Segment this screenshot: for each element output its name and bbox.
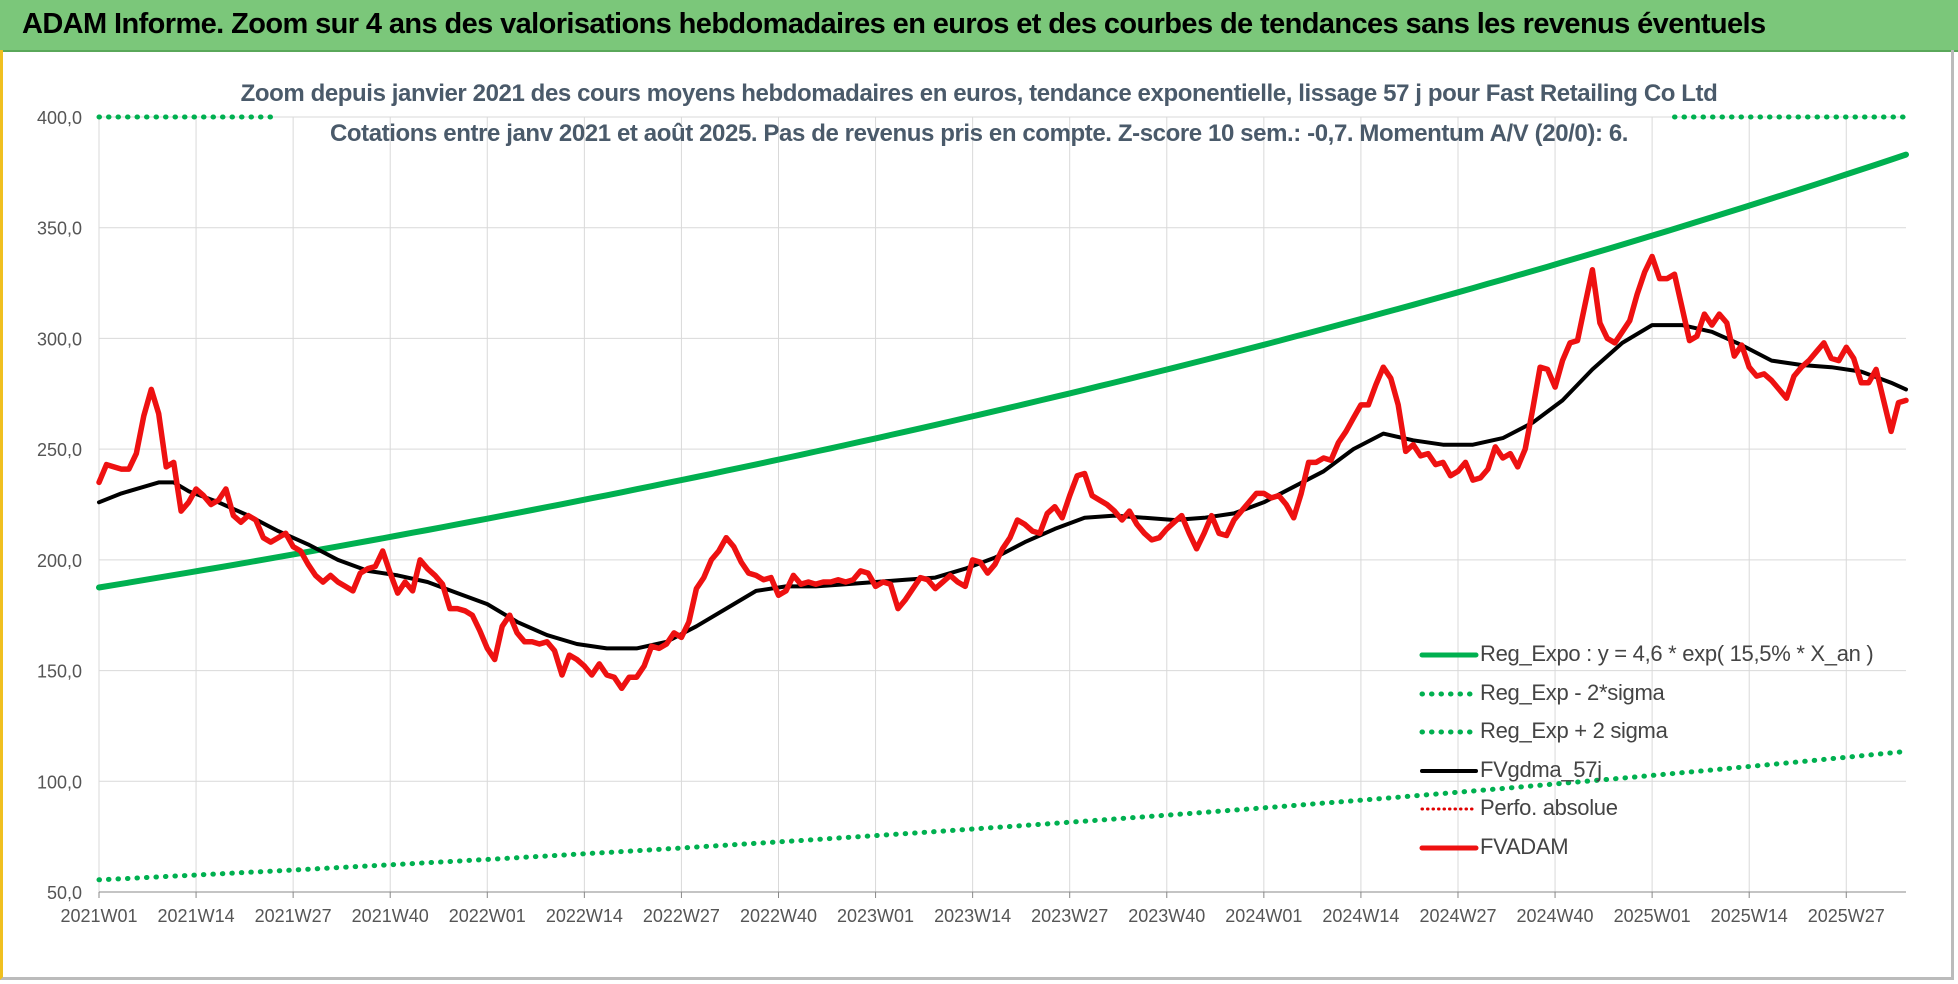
legend-swatch — [1419, 652, 1479, 658]
legend-item: Reg_Exp - 2*sigma — [1418, 675, 1878, 714]
x-tick-label: 2023W01 — [837, 906, 914, 926]
x-tick-label: 2025W01 — [1614, 906, 1691, 926]
legend-label: Reg_Exp + 2 sigma — [1480, 718, 1668, 743]
y-tick-label: 250,0 — [37, 440, 82, 460]
chart-frame — [0, 50, 1954, 980]
legend-label: Reg_Expo : y = 4,6 * exp( 15,5% * X_an ) — [1480, 641, 1874, 666]
legend-swatch — [1419, 691, 1479, 696]
x-tick-label: 2024W01 — [1225, 906, 1302, 926]
legend-swatch — [1419, 729, 1479, 735]
series-line-dotted-green — [96, 748, 1909, 883]
legend-item: FVgdma_57j — [1418, 752, 1878, 791]
chart-title-line-1: Zoom depuis janvier 2021 des cours moyen… — [240, 80, 1718, 107]
x-tick-label: 2021W01 — [60, 906, 137, 926]
x-tick-label: 2025W14 — [1711, 906, 1788, 926]
y-tick-label: 350,0 — [37, 219, 82, 239]
x-tick-label: 2022W40 — [740, 906, 817, 926]
x-tick-label: 2024W14 — [1322, 906, 1399, 926]
x-tick-label: 2021W40 — [352, 906, 429, 926]
legend-label: Reg_Exp - 2*sigma — [1480, 679, 1665, 705]
chart-ticks: 50,0 100,0 150,0 200,0 250,0 300,0 350,0 400,0 2… — [37, 108, 1885, 926]
series-line-solid-black — [97, 323, 1908, 651]
header-bar: ADAM Informe. Zoom sur 4 ans des valoris… — [0, 0, 1958, 52]
legend-label: Perfo. absolue — [1480, 795, 1618, 820]
y-tick-label: 200,0 — [37, 551, 82, 571]
x-tick-label: 2021W14 — [158, 906, 235, 926]
legend-item: Reg_Expo : y = 4,6 * exp( 15,5% * X_an ) — [1418, 636, 1878, 675]
x-tick-label: 2024W27 — [1419, 906, 1496, 926]
x-tick-label: 2021W27 — [255, 906, 332, 926]
x-tick-label: 2023W40 — [1128, 906, 1205, 926]
y-tick-label: 300,0 — [37, 329, 82, 349]
legend-swatch — [1420, 807, 1478, 811]
series-line-solid-red — [96, 253, 1909, 692]
legend-item: Reg_Exp + 2 sigma — [1418, 713, 1878, 752]
legend-swatch — [1419, 845, 1479, 850]
x-tick-label: 2023W27 — [1031, 906, 1108, 926]
chart-legend: Reg_Expo : y = 4,6 * exp( 15,5% * X_an )… — [1418, 636, 1878, 867]
legend-item: FVADAM — [1418, 829, 1878, 868]
y-tick-label: 50,0 — [47, 883, 82, 903]
chart-series — [96, 114, 1909, 883]
legend-item: Perfo. absolue — [1418, 790, 1878, 829]
x-tick-label: 2022W01 — [449, 906, 526, 926]
x-tick-label: 2022W14 — [546, 906, 623, 926]
chart-axes — [98, 891, 1906, 898]
chart-title-line-2: Cotations entre janv 2021 et août 2025. … — [329, 120, 1629, 147]
legend-swatch — [1420, 768, 1478, 773]
x-tick-label: 2024W40 — [1517, 906, 1594, 926]
legend-label: FVADAM — [1480, 833, 1569, 859]
legend-label: FVgdma_57j — [1480, 756, 1602, 782]
y-tick-label: 150,0 — [37, 662, 82, 682]
page-title: ADAM Informe. Zoom sur 4 ans des valoris… — [22, 8, 1766, 40]
x-tick-label: 2022W27 — [643, 906, 720, 926]
x-tick-label: 2025W27 — [1808, 906, 1885, 926]
y-tick-label: 100,0 — [37, 772, 82, 792]
y-tick-label: 400,0 — [37, 108, 82, 128]
series-line-solid-green — [96, 151, 1909, 591]
chart-grid — [98, 116, 1906, 893]
x-tick-label: 2023W14 — [934, 906, 1011, 926]
